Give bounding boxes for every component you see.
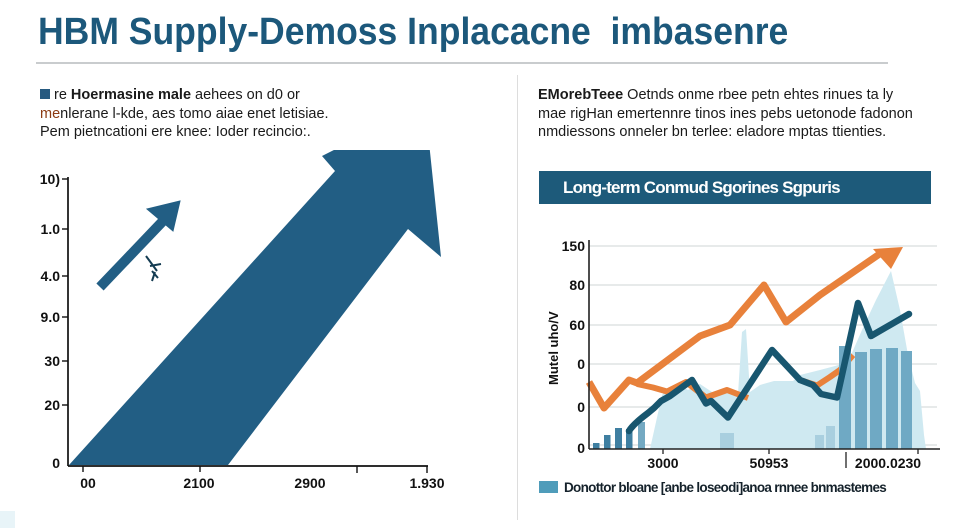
svg-text:00: 00 [80, 475, 96, 491]
svg-text:1.930: 1.930 [409, 475, 444, 491]
svg-text:20: 20 [44, 397, 60, 413]
svg-text:0: 0 [52, 455, 60, 471]
svg-text:2900: 2900 [294, 475, 325, 491]
svg-text:10): 10) [40, 171, 60, 187]
svg-text:80: 80 [569, 277, 585, 293]
svg-text:60: 60 [569, 317, 585, 333]
svg-text:2000.0230: 2000.0230 [855, 455, 921, 471]
svg-text:0: 0 [577, 356, 585, 372]
svg-text:50953: 50953 [750, 455, 789, 471]
svg-text:1.0: 1.0 [41, 221, 61, 237]
svg-text:150: 150 [562, 238, 586, 254]
svg-text:0: 0 [577, 399, 585, 415]
svg-text:0: 0 [577, 440, 585, 456]
svg-text:4.0: 4.0 [41, 268, 61, 284]
svg-text:Mutel uho/V: Mutel uho/V [546, 311, 561, 385]
svg-text:9.0: 9.0 [41, 309, 61, 325]
svg-text:30: 30 [44, 353, 60, 369]
svg-text:2100: 2100 [183, 475, 214, 491]
svg-text:3000: 3000 [647, 455, 678, 471]
